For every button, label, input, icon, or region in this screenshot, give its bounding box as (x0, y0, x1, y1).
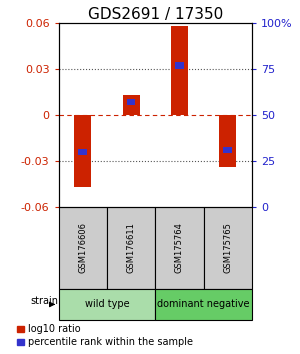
Bar (204, 207, 252, 289)
Legend: log10 ratio, percentile rank within the sample: log10 ratio, percentile rank within the … (17, 325, 193, 347)
Title: GDS2691 / 17350: GDS2691 / 17350 (88, 7, 223, 22)
Text: GSM175764: GSM175764 (175, 222, 184, 273)
Text: GSM175765: GSM175765 (223, 222, 232, 273)
Bar (219, 115, 236, 167)
Bar (58, 289, 155, 320)
Bar (155, 207, 204, 289)
Text: GSM176611: GSM176611 (127, 222, 136, 273)
Bar (78, 149, 87, 155)
Bar (58, 207, 107, 289)
Bar (74, 115, 91, 187)
Text: wild type: wild type (85, 299, 129, 309)
Bar (171, 26, 188, 115)
Bar (107, 207, 155, 289)
Bar (123, 95, 140, 115)
Text: GSM176606: GSM176606 (78, 222, 87, 273)
Bar (127, 99, 135, 105)
Bar (155, 289, 252, 320)
Bar (175, 62, 184, 69)
Bar (224, 147, 232, 153)
Text: dominant negative: dominant negative (158, 299, 250, 309)
Text: strain: strain (31, 296, 58, 306)
